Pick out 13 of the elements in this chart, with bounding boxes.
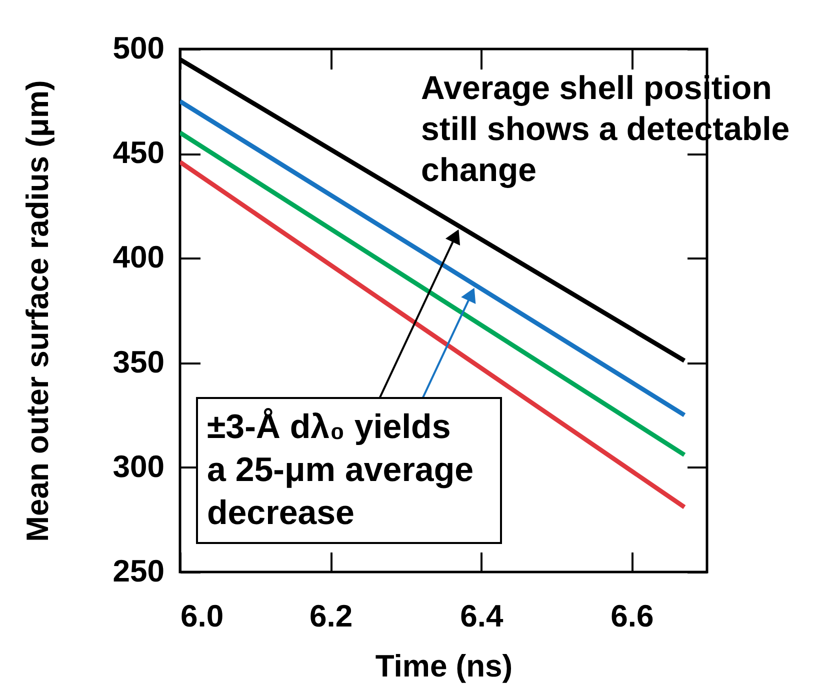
y-tick-label: 500: [112, 30, 164, 66]
y-tick-label: 250: [112, 554, 164, 588]
y-tick-label: 450: [112, 135, 164, 170]
x-tick-label: 6.0: [180, 598, 224, 634]
x-tick-label: 6.4: [460, 598, 504, 634]
y-tick-label: 400: [112, 240, 164, 275]
x-tick-label: 6.6: [610, 598, 654, 634]
y-tick-label: 350: [112, 344, 164, 380]
x-axis-title: Time (ns): [375, 648, 513, 684]
x-tick-label: 6.2: [310, 598, 353, 634]
y-tick-label: 300: [112, 448, 164, 484]
annotation: ±3-Å dλ₀ yields a 25-μm average decrease: [207, 408, 474, 532]
y-axis-title: Mean outer surface radius (μm): [20, 80, 55, 542]
